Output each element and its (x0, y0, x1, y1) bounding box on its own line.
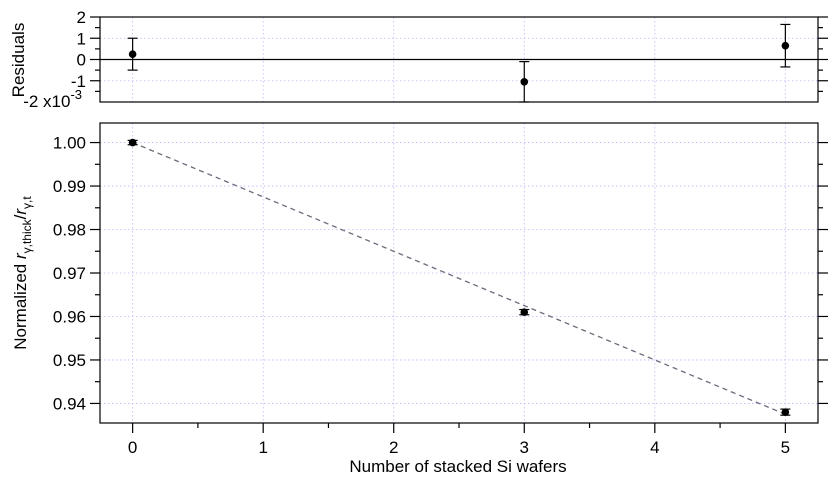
main-points (127, 138, 791, 416)
y-label-r2: r (11, 208, 30, 215)
main-point (128, 138, 137, 147)
residuals-points (127, 23, 791, 103)
main-frame (99, 122, 819, 424)
x-tick-label: 4 (650, 438, 659, 457)
x-tick-label: 5 (781, 438, 790, 457)
y-tick-label: 0.97 (53, 264, 86, 283)
y-label-prefix: Normalized (11, 259, 30, 350)
y-tick-label: 0.94 (53, 394, 86, 413)
main-point (520, 308, 529, 316)
residuals-y-tick-label: 0 (77, 51, 86, 70)
residuals-panel: 2 1 0 -1 Residuals -2 x10-3 (9, 8, 828, 111)
y-label-slash: / (11, 214, 30, 219)
residuals-point (128, 50, 137, 58)
x-tick-label: 2 (389, 438, 398, 457)
y-tick-label: 0.99 (53, 177, 86, 196)
y-tick-label: 0.98 (53, 221, 86, 240)
x-axis-label: Number of stacked Si wafers (349, 457, 566, 476)
y-label-sub2: γ,t (20, 196, 34, 209)
y-tick-label: 0.96 (53, 307, 86, 326)
residuals-multiplier-base: -2 x10 (23, 92, 70, 111)
fit-line (132, 141, 786, 415)
residuals-y-tick-label: 1 (77, 29, 86, 48)
y-label-r1: r (11, 252, 30, 259)
x-tick-label: 3 (520, 438, 529, 457)
residuals-y-tick-label: -1 (71, 72, 86, 91)
y-tick-label: 1.00 (53, 134, 86, 153)
main-x-ticks: 0 1 2 3 4 5 (128, 423, 790, 457)
residuals-multiplier-exp: -3 (70, 87, 82, 102)
residuals-point (520, 78, 529, 86)
main-point (781, 408, 790, 416)
residuals-multiplier: -2 x10-3 (23, 87, 82, 111)
y-label-sub1: γ,thick (20, 218, 34, 253)
main-y-ticks: 0.94 0.95 0.96 0.97 0.98 0.99 1.00 (53, 134, 828, 413)
main-y-label: Normalized rγ,thick/rγ,t (11, 196, 34, 350)
x-tick-label: 0 (128, 438, 137, 457)
x-tick-label: 1 (258, 438, 267, 457)
main-panel: 0.94 0.95 0.96 0.97 0.98 0.99 1.00 0 1 2 3 4 5 Numb… (11, 122, 828, 476)
residuals-point (781, 41, 790, 50)
residuals-y-ticks: 2 1 0 -1 (71, 8, 828, 92)
main-grid (100, 123, 818, 423)
y-tick-label: 0.95 (53, 351, 86, 370)
residuals-y-label: Residuals (9, 23, 28, 98)
residuals-y-tick-label: 2 (77, 8, 86, 27)
